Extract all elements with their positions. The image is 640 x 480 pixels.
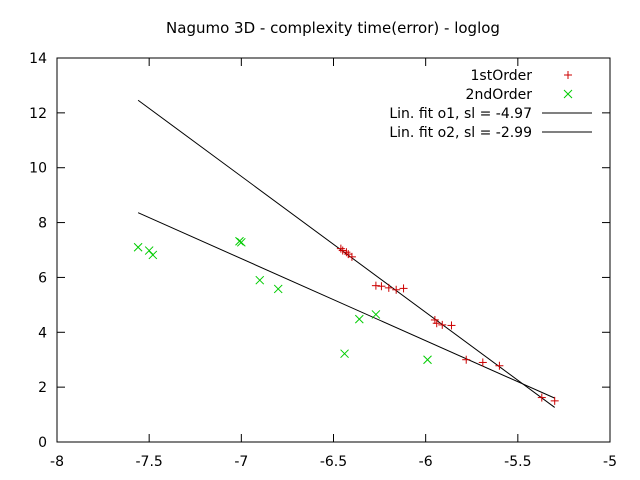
y-tick-label: 2 — [38, 380, 47, 396]
data-point-x — [273, 284, 283, 294]
data-point-x — [255, 275, 265, 285]
legend-marker-sample — [564, 71, 572, 79]
data-point-x — [354, 314, 364, 324]
x-tick-label: -5.5 — [504, 454, 531, 470]
data-point-x — [236, 237, 246, 247]
x-tick-label: -8 — [50, 454, 64, 470]
data-point-plus — [478, 358, 487, 367]
data-point-plus — [462, 355, 471, 364]
legend: 1stOrder 2ndOrder Lin. fit o1, sl = -4.97 L… — [389, 68, 592, 141]
data-point-x — [423, 355, 432, 365]
x-tick-label: -7 — [234, 454, 248, 470]
data-point-plus — [336, 244, 345, 253]
data-point-plus — [447, 321, 456, 330]
data-point-plus — [550, 396, 559, 405]
x-axis: -8 -7.5 -7 -6.5 -6 -5.5 -5 — [50, 58, 617, 470]
data-point-plus — [399, 284, 408, 293]
data-point-plus — [392, 285, 401, 294]
x-tick-label: -5 — [603, 454, 617, 470]
y-tick-label: 8 — [38, 216, 47, 232]
legend-label: 1stOrder — [471, 68, 533, 84]
data-point-plus — [338, 246, 347, 255]
data-point-plus — [495, 361, 504, 370]
data-point-plus — [342, 248, 351, 257]
data-point-x — [371, 310, 381, 319]
y-tick-label: 0 — [38, 435, 47, 451]
data-point-plus — [371, 281, 380, 290]
y-tick-label: 14 — [29, 51, 47, 67]
data-point-x — [148, 250, 158, 260]
y-axis: 0 2 4 6 8 10 12 14 — [29, 51, 610, 451]
x-tick-label: -6.5 — [320, 454, 347, 470]
legend-marker-sample — [563, 89, 573, 99]
data-point-x — [133, 242, 143, 252]
fit-line-3 — [137, 212, 555, 399]
y-tick-label: 12 — [29, 106, 47, 122]
y-tick-label: 4 — [38, 325, 47, 341]
data-point-x — [235, 236, 244, 246]
chart-title: Nagumo 3D - complexity time(error) - log… — [166, 19, 500, 37]
data-point-plus — [438, 320, 447, 329]
data-point-plus — [347, 252, 356, 261]
x-tick-label: -6 — [419, 454, 433, 470]
data-point-plus — [537, 393, 546, 402]
data-point-plus — [384, 283, 393, 292]
data-point-plus — [432, 319, 441, 328]
data-point-plus — [377, 282, 386, 291]
data-point-x — [340, 349, 349, 359]
data-point-plus — [430, 315, 439, 324]
y-tick-label: 10 — [29, 161, 47, 177]
legend-label: 2ndOrder — [466, 87, 533, 103]
legend-label: Lin. fit o2, sl = -2.99 — [389, 125, 532, 141]
legend-label: Lin. fit o1, sl = -4.97 — [389, 106, 532, 122]
data-points — [133, 236, 559, 405]
x-tick-label: -7.5 — [136, 454, 163, 470]
y-tick-label: 6 — [38, 270, 47, 286]
